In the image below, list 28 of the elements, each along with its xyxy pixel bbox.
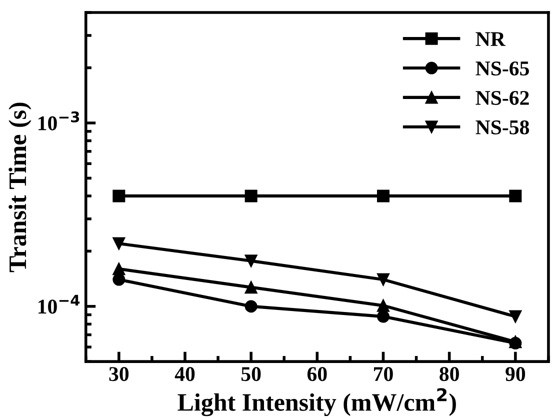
y-axis-title: Transit Time (s) — [8, 102, 32, 272]
legend-label: NS-58 — [476, 120, 530, 134]
point — [377, 310, 390, 323]
point — [112, 262, 126, 276]
point — [377, 190, 390, 202]
x-tick-label: 60 — [307, 367, 327, 382]
x-tick-label: 40 — [174, 367, 195, 382]
point — [244, 300, 258, 313]
x-tick-label: 70 — [374, 367, 393, 382]
point — [244, 190, 258, 202]
point — [244, 281, 258, 294]
x-tick-label: 50 — [241, 367, 261, 382]
point — [377, 273, 390, 286]
legend-label: NR — [476, 32, 506, 46]
point — [509, 190, 522, 202]
x-axis-title: Light Intensity (mW/cm$^{2}$) — [178, 388, 456, 416]
legend-label: NS-65 — [476, 62, 529, 76]
point — [244, 254, 258, 268]
y-tick-label: 10$^{−3}$ — [38, 111, 80, 130]
point — [112, 190, 126, 202]
x-tick-label: 30 — [109, 367, 129, 382]
x-tick-label: 80 — [440, 367, 459, 382]
x-tick-label: 90 — [506, 367, 526, 382]
point — [509, 310, 522, 323]
point — [377, 299, 390, 312]
legend-label: NS-62 — [476, 90, 529, 105]
point — [112, 237, 126, 250]
y-tick-label: 10$^{−4}$ — [38, 294, 80, 314]
